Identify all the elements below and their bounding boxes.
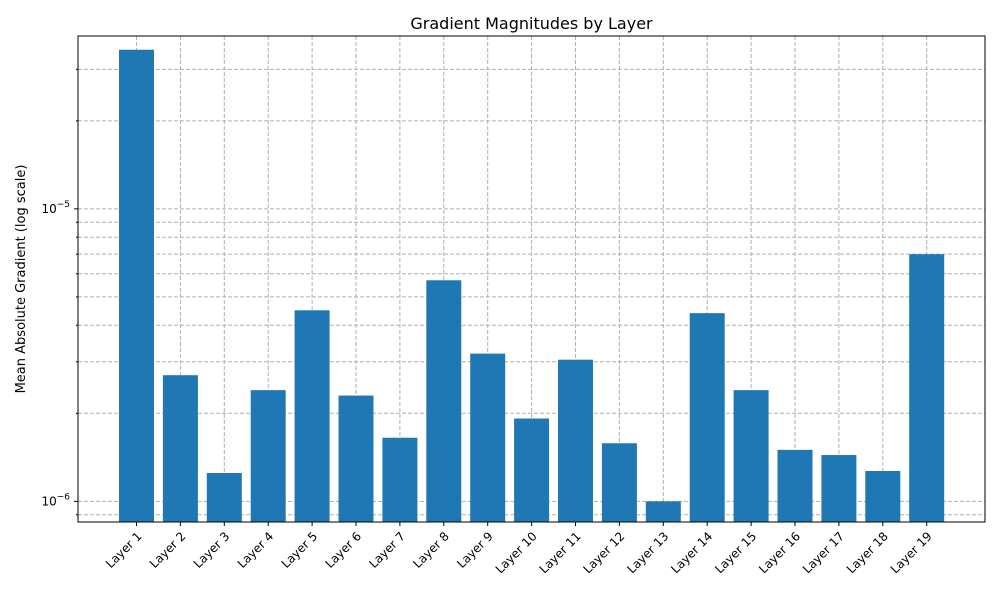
y-tick-label: 10−6: [41, 492, 70, 508]
bar-layer-15: [733, 390, 769, 522]
bar-layer-18: [865, 470, 901, 522]
bar-layer-6: [338, 395, 374, 522]
bar-layer-12: [601, 443, 637, 522]
chart-title: Gradient Magnitudes by Layer: [410, 14, 653, 33]
bar-layer-7: [382, 437, 418, 522]
bar-layer-13: [645, 501, 681, 522]
bar-layer-16: [777, 449, 813, 522]
bar-layer-14: [689, 313, 725, 522]
y-tick-label: 10−5: [41, 200, 70, 216]
bar-layer-2: [162, 375, 198, 522]
y-axis-label: Mean Absolute Gradient (log scale): [14, 165, 29, 394]
bar-layer-10: [514, 418, 550, 522]
bar-layer-8: [426, 280, 462, 522]
bar-layer-19: [909, 254, 945, 522]
bars-layer: [119, 49, 945, 523]
bar-layer-9: [470, 353, 506, 522]
bar-layer-17: [821, 455, 857, 522]
bar-layer-5: [294, 310, 330, 522]
bar-layer-1: [119, 49, 154, 523]
bar-layer-3: [206, 473, 242, 522]
bar-layer-11: [558, 359, 593, 522]
bar-layer-4: [250, 390, 286, 522]
